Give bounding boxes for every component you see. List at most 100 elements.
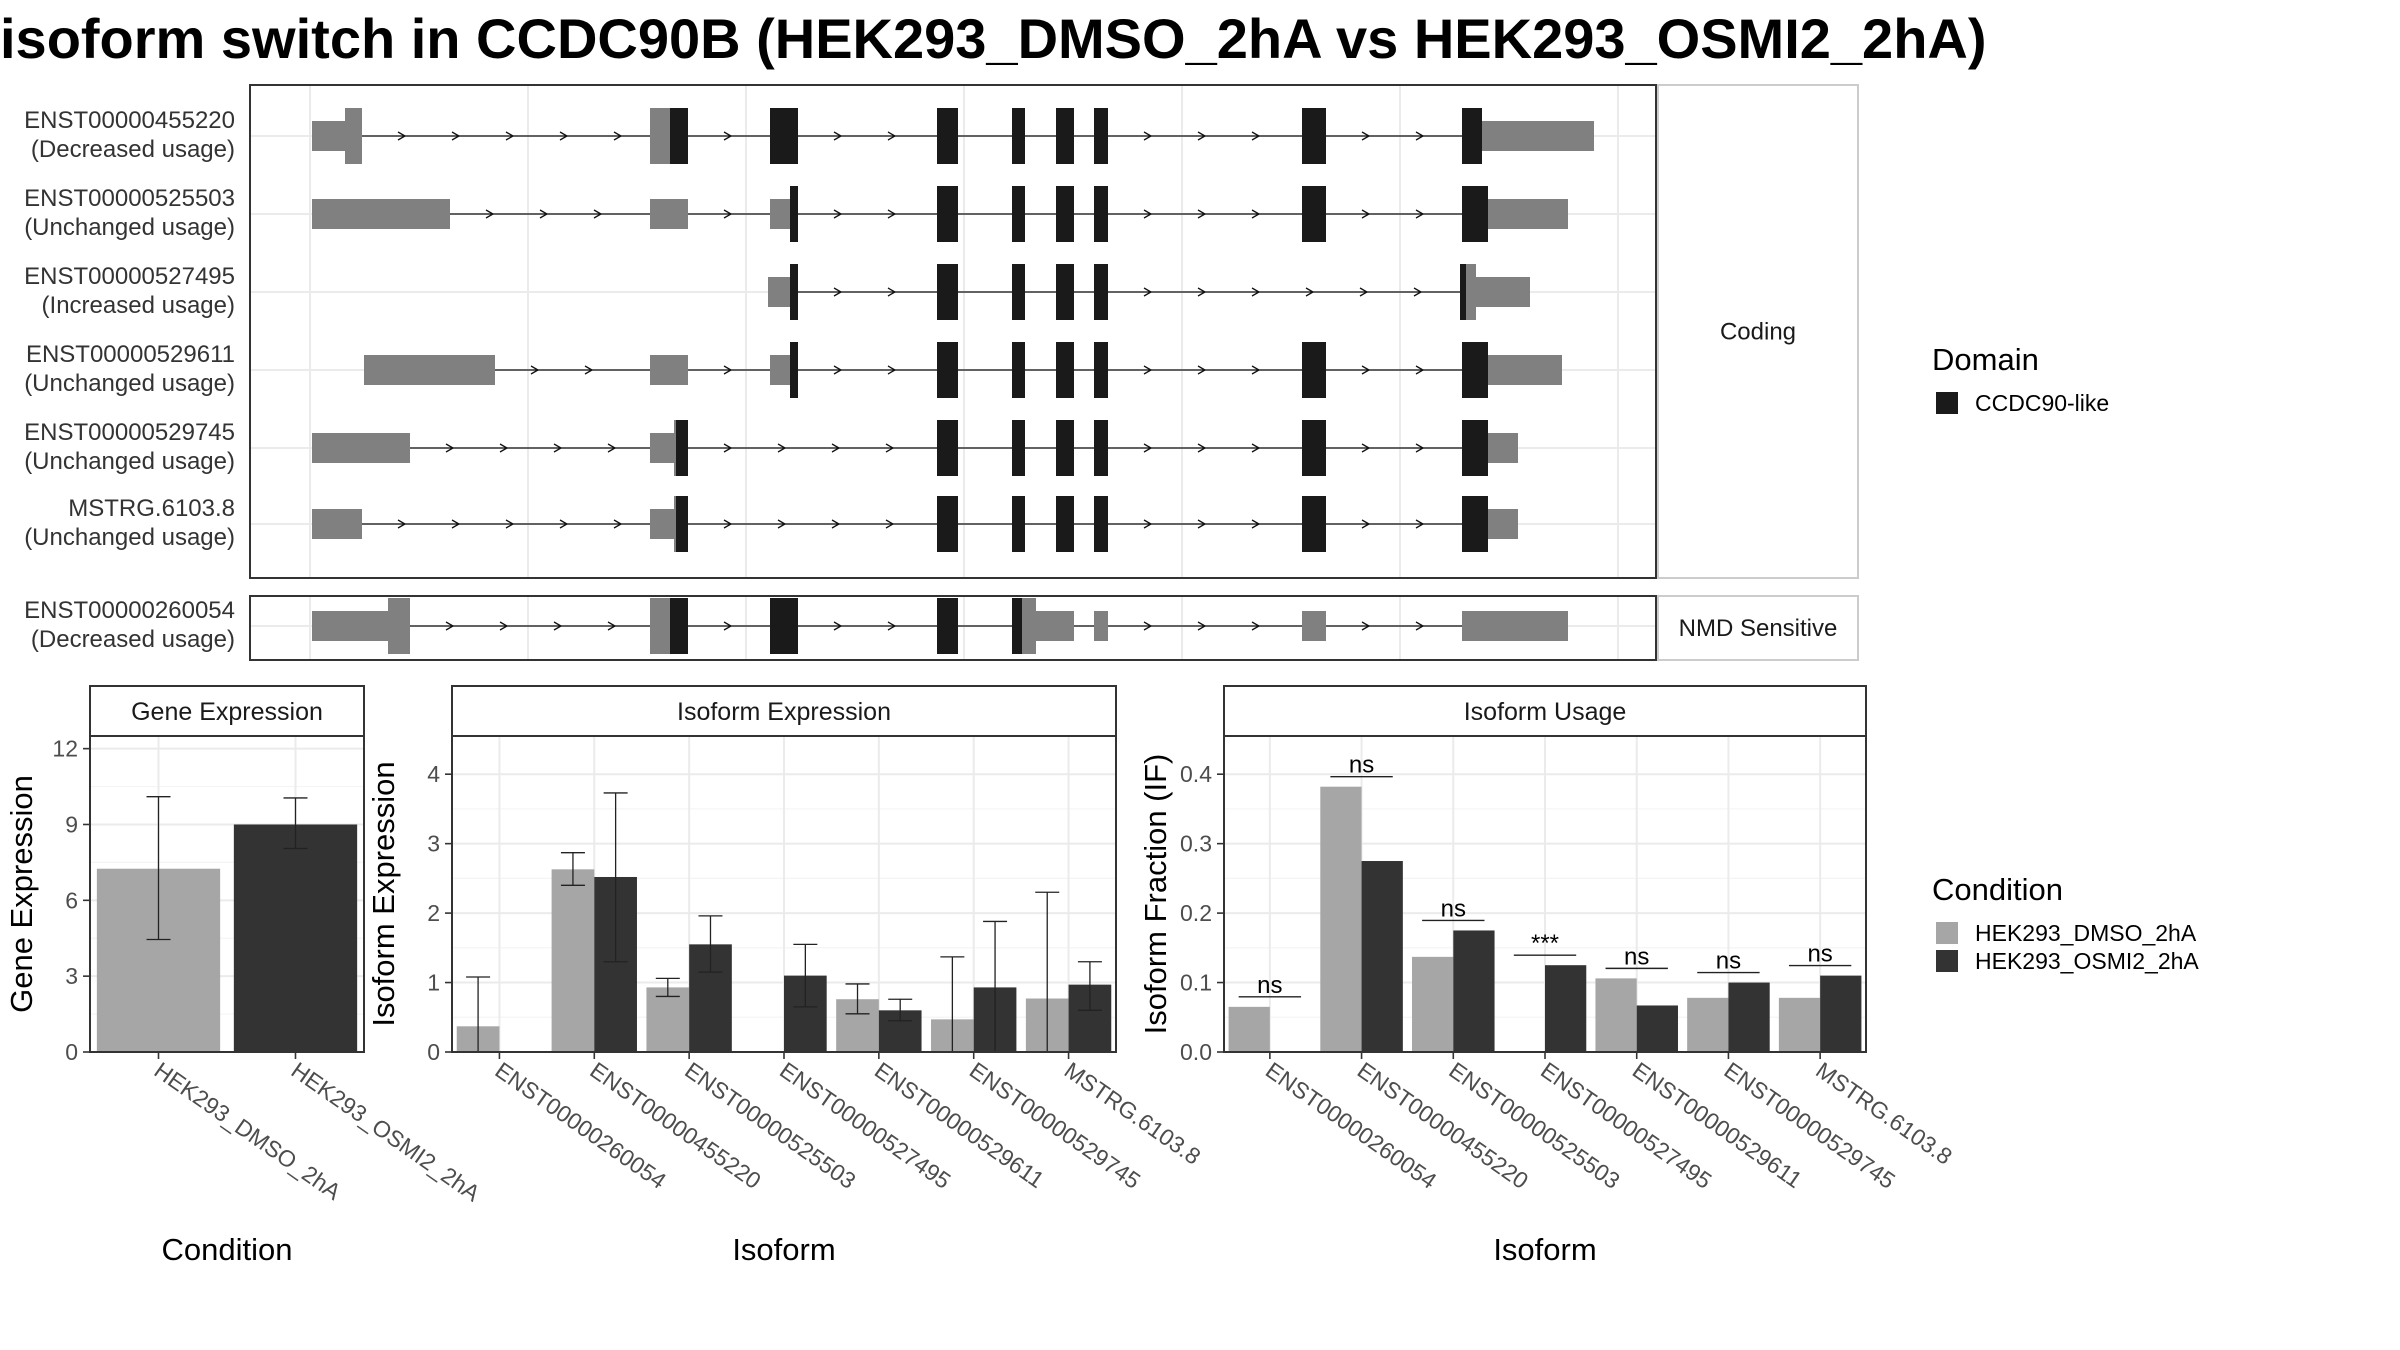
domain-exon — [676, 496, 688, 552]
error-bar — [698, 915, 723, 973]
x-axis-title: Condition — [162, 1232, 293, 1267]
direction-arrow — [1251, 443, 1261, 453]
direction-arrow — [1197, 365, 1207, 375]
direction-arrow — [1251, 519, 1261, 529]
utr-exon — [1476, 277, 1530, 307]
utr-exon — [312, 509, 362, 539]
utr-exon — [650, 108, 670, 164]
direction-arrow — [505, 519, 515, 529]
x-tick-label: ENST00000529611 — [870, 1057, 1049, 1193]
utr-exon — [650, 509, 674, 539]
facet-strip — [1223, 685, 1867, 737]
domain-exon — [937, 420, 958, 476]
direction-arrow — [833, 131, 843, 141]
significance-label: ns — [1441, 895, 1466, 922]
domain-legend-title: Domain — [1932, 342, 2039, 377]
domain-exon — [937, 186, 958, 242]
significance-label: *** — [1531, 930, 1559, 957]
domain-exon — [937, 496, 958, 552]
transcript-track — [312, 420, 1518, 476]
direction-arrow — [887, 131, 897, 141]
domain-exon — [1012, 420, 1025, 476]
bar — [1636, 1005, 1678, 1052]
utr-exon — [650, 355, 688, 385]
significance-label: ns — [1349, 752, 1374, 779]
domain-exon — [1056, 420, 1074, 476]
transcript-usage-label: (Unchanged usage) — [24, 370, 235, 397]
direction-arrow — [1197, 131, 1207, 141]
y-axis-title: Isoform Expression — [366, 761, 401, 1026]
direction-arrow — [553, 621, 563, 631]
utr-exon — [1488, 433, 1518, 463]
facet-strip-label: Isoform Usage — [1464, 698, 1627, 726]
domain-exon — [1462, 420, 1488, 476]
transcript-id-label: MSTRG.6103.8 — [68, 495, 235, 522]
facet-strip-label: Isoform Expression — [677, 698, 891, 726]
y-tick-label: 0.3 — [1180, 831, 1212, 857]
domain-exon — [1302, 108, 1326, 164]
domain-exon — [937, 342, 958, 398]
transcript-usage-label: (Unchanged usage) — [24, 448, 235, 475]
y-tick-label: 3 — [65, 963, 78, 989]
direction-arrow — [833, 621, 843, 631]
error-bar — [603, 792, 628, 963]
transcript-usage-label: (Unchanged usage) — [24, 524, 235, 551]
domain-exon — [1460, 264, 1466, 320]
direction-arrow — [723, 131, 733, 141]
domain-exon — [790, 186, 798, 242]
domain-exon — [1056, 108, 1074, 164]
y-axis-title: Isoform Fraction (IF) — [1138, 754, 1173, 1035]
direction-arrow — [559, 131, 569, 141]
direction-arrow — [445, 443, 455, 453]
domain-exon — [1462, 496, 1488, 552]
transcript-id-label: ENST00000260054 — [24, 597, 235, 624]
domain-exon — [1012, 108, 1025, 164]
direction-arrow — [1197, 519, 1207, 529]
direction-arrow — [777, 443, 787, 453]
bar — [1545, 965, 1587, 1052]
utr-exon — [1488, 355, 1562, 385]
transcript-track — [312, 108, 1594, 164]
error-bar — [888, 998, 913, 1022]
domain-exon — [1056, 264, 1074, 320]
direction-arrow — [1361, 519, 1371, 529]
direction-arrow — [833, 209, 843, 219]
utr-exon — [770, 199, 790, 229]
domain-exon — [1302, 420, 1326, 476]
direction-arrow — [1143, 131, 1153, 141]
utr-exon — [650, 598, 670, 654]
y-tick-label: 0 — [65, 1039, 78, 1065]
direction-arrow — [723, 365, 733, 375]
direction-arrow — [1143, 519, 1153, 529]
transcript-track — [312, 496, 1518, 552]
direction-arrow — [1197, 287, 1207, 297]
direction-arrow — [777, 519, 787, 529]
direction-arrow — [530, 365, 540, 375]
x-tick-label: ENST00000527495 — [1536, 1057, 1716, 1194]
direction-arrow — [885, 443, 895, 453]
transcript-id-label: ENST00000529611 — [26, 341, 235, 368]
transcript-id-label: ENST00000527495 — [24, 263, 235, 290]
direction-arrow — [833, 365, 843, 375]
direction-arrow — [1143, 443, 1153, 453]
utr-exon — [1022, 598, 1036, 654]
direction-arrow — [499, 443, 509, 453]
direction-arrow — [1413, 287, 1423, 297]
bar — [1820, 975, 1862, 1052]
error-bar — [560, 852, 585, 886]
utr-exon — [1094, 611, 1108, 641]
direction-arrow — [1361, 365, 1371, 375]
x-axis-title: Isoform — [1493, 1232, 1596, 1267]
direction-arrow — [1361, 443, 1371, 453]
domain-legend-label: CCDC90-like — [1975, 390, 2109, 416]
facet-strip-label: NMD Sensitive — [1679, 615, 1838, 642]
significance-label: ns — [1716, 948, 1741, 975]
domain-exon — [1012, 264, 1025, 320]
y-tick-label: 0.2 — [1180, 900, 1212, 926]
direction-arrow — [1143, 287, 1153, 297]
bar — [1453, 930, 1495, 1052]
domain-exon — [1462, 342, 1488, 398]
transcript-track — [312, 598, 1568, 654]
direction-arrow — [1143, 621, 1153, 631]
direction-arrow — [887, 209, 897, 219]
